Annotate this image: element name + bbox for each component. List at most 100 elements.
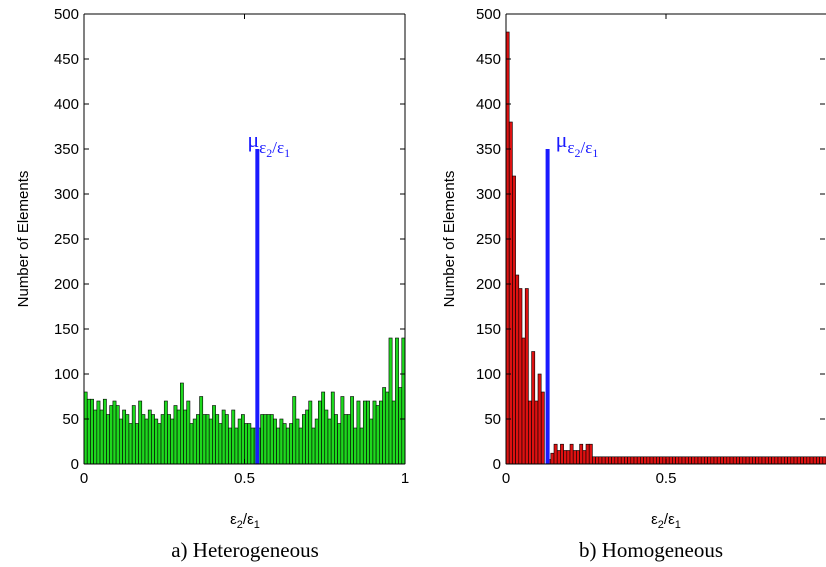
bar — [202, 414, 207, 465]
bar — [572, 450, 577, 465]
bar — [289, 423, 293, 465]
bar — [115, 405, 120, 465]
bar — [112, 400, 117, 465]
bar — [382, 387, 387, 465]
bar — [141, 414, 146, 465]
bar — [330, 391, 335, 465]
bar — [292, 396, 297, 465]
bar — [308, 400, 313, 465]
x-axis-label: ε2/ε1 — [651, 511, 681, 531]
y-tick-label: 0 — [493, 456, 501, 473]
y-tick-label: 400 — [476, 96, 501, 113]
x-tick-label: 0 — [502, 470, 510, 487]
bar — [569, 443, 574, 465]
bar — [266, 414, 271, 465]
bar — [173, 405, 178, 465]
bar — [295, 418, 300, 465]
bar — [617, 456, 622, 465]
bar — [366, 400, 370, 465]
bar — [726, 456, 731, 465]
bar — [534, 400, 539, 465]
y-tick-label: 200 — [476, 276, 501, 293]
bar — [531, 351, 536, 465]
bar — [170, 418, 175, 465]
bar — [359, 427, 364, 465]
bar — [269, 414, 274, 465]
bar — [582, 450, 587, 465]
plot-area — [506, 14, 826, 464]
bar — [250, 427, 255, 465]
bar — [800, 456, 804, 465]
bar — [691, 456, 696, 465]
bar — [521, 337, 526, 465]
bars — [505, 31, 826, 465]
y-tick-label: 350 — [54, 141, 79, 158]
bar — [678, 456, 683, 465]
bar — [119, 418, 123, 465]
bar — [167, 414, 171, 465]
bar — [598, 456, 603, 465]
y-tick-label: 500 — [476, 6, 501, 23]
bar — [221, 409, 226, 465]
bar — [135, 423, 139, 465]
bar — [636, 456, 641, 465]
bar — [163, 400, 168, 465]
bar — [212, 405, 216, 465]
y-tick-label: 300 — [54, 186, 79, 203]
bar — [144, 418, 149, 465]
caption: b) Homogeneous — [579, 538, 723, 562]
bar — [620, 456, 625, 465]
bar — [524, 288, 529, 465]
bar — [697, 456, 702, 465]
bar — [592, 456, 596, 465]
chart-0: με2/ε1 0 50 100 150 200 250 300 350 400 450 500 0 0.5… — [54, 6, 409, 487]
bar — [86, 398, 91, 465]
bar — [793, 456, 798, 465]
bar — [745, 456, 750, 465]
bar — [512, 175, 516, 465]
bar — [99, 409, 104, 465]
y-tick-label: 150 — [54, 321, 79, 338]
bar — [327, 418, 332, 465]
bar — [716, 456, 721, 465]
bar — [398, 387, 403, 465]
bar — [720, 456, 724, 465]
bar — [515, 274, 520, 465]
bar — [282, 423, 287, 465]
bar — [723, 456, 728, 465]
bar — [774, 456, 779, 465]
y-tick-label: 50 — [62, 411, 79, 428]
bar — [646, 456, 651, 465]
bar — [611, 456, 616, 465]
bar — [362, 400, 367, 465]
bar — [180, 382, 184, 465]
bar — [215, 414, 220, 465]
bar — [704, 456, 708, 465]
bar — [528, 400, 532, 465]
y-tick-label: 100 — [54, 366, 79, 383]
chart-1: με2/ε1 0 50 100 150 200 250 300 350 400 450 500 0 0.5 — [476, 6, 826, 487]
bar — [633, 456, 638, 465]
bar — [748, 456, 753, 465]
bar — [196, 414, 200, 465]
y-tick-label: 250 — [476, 231, 501, 248]
bar — [710, 456, 715, 465]
bar — [337, 423, 342, 465]
bar — [649, 456, 654, 465]
bar — [761, 456, 766, 465]
bar — [106, 414, 110, 465]
bar — [353, 427, 358, 465]
bar — [375, 405, 380, 465]
bar — [183, 409, 188, 465]
bar — [93, 409, 98, 465]
bar — [732, 456, 737, 465]
bar — [553, 443, 558, 465]
bar — [656, 456, 660, 465]
bar — [324, 409, 329, 465]
bar — [771, 456, 776, 465]
bar — [189, 423, 194, 465]
bar — [614, 456, 619, 465]
bar — [560, 443, 564, 465]
bar — [138, 400, 143, 465]
